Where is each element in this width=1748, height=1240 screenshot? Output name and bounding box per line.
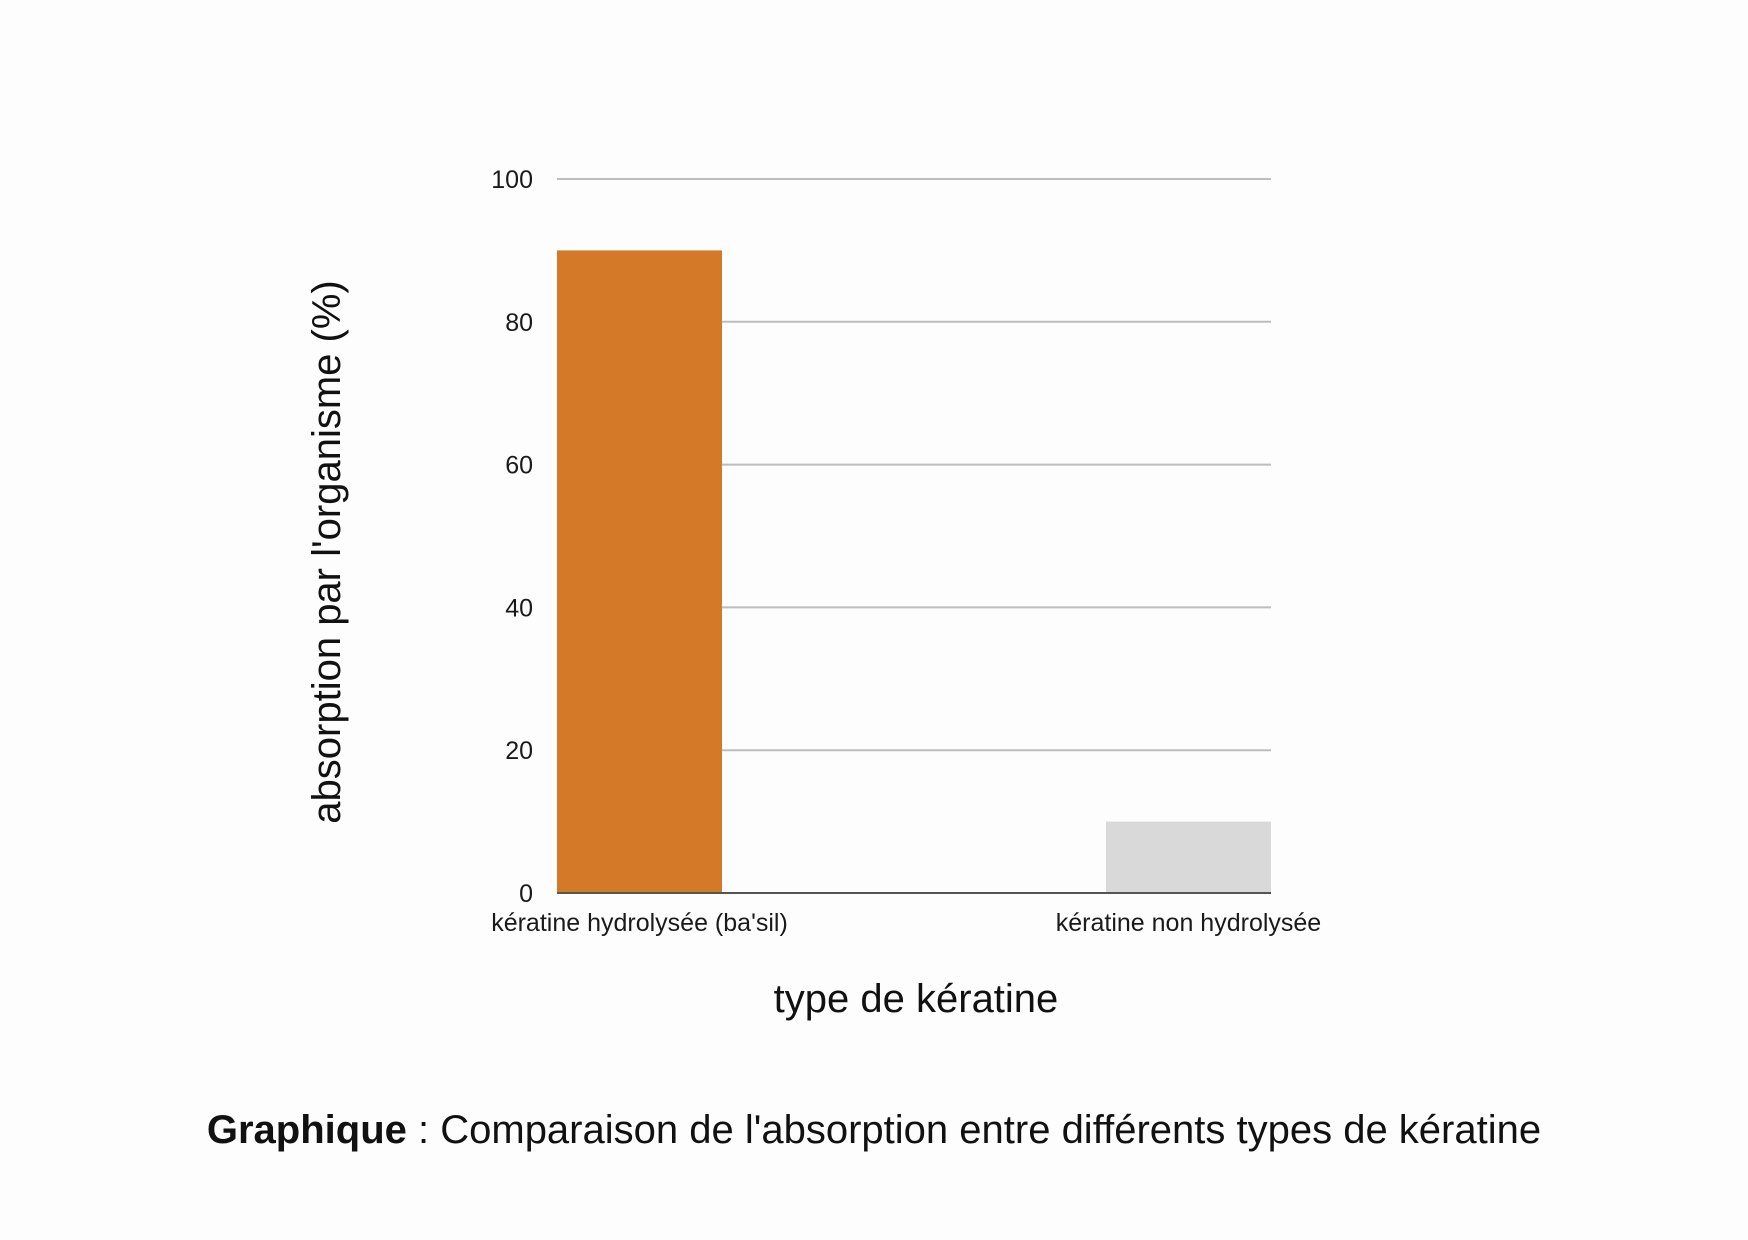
bars bbox=[557, 250, 1271, 893]
x-category-labels: kératine hydrolysée (ba'sil) kératine non… bbox=[491, 909, 1321, 937]
y-axis-title: absorption par l'organisme (%) bbox=[305, 280, 349, 823]
y-tick-label: 20 bbox=[505, 737, 533, 765]
y-tick-label: 100 bbox=[491, 166, 533, 194]
y-tick-labels: 0 20 40 60 80 100 bbox=[491, 166, 533, 908]
caption-label: Graphique bbox=[206, 1108, 407, 1152]
x-category-label: kératine hydrolysée (ba'sil) bbox=[491, 909, 788, 937]
figure-caption: Graphique : Comparaison de l'absorption … bbox=[0, 1108, 1748, 1153]
caption-text: Comparaison de l'absorption entre différ… bbox=[440, 1108, 1542, 1152]
y-tick-label: 40 bbox=[505, 594, 533, 622]
y-tick-label: 80 bbox=[505, 309, 533, 337]
x-axis-title: type de kératine bbox=[774, 977, 1059, 1021]
bar bbox=[1106, 821, 1271, 893]
y-tick-label: 0 bbox=[519, 880, 533, 908]
bar bbox=[557, 250, 722, 893]
x-category-label: kératine non hydrolysée bbox=[1056, 909, 1321, 937]
caption-separator: : bbox=[406, 1108, 441, 1152]
y-tick-label: 60 bbox=[505, 452, 533, 480]
